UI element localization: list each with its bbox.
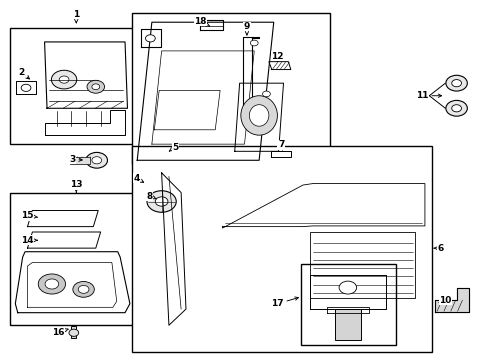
Ellipse shape xyxy=(241,96,277,135)
Circle shape xyxy=(45,279,59,289)
Bar xyxy=(10,193,140,325)
Circle shape xyxy=(51,70,77,89)
Polygon shape xyxy=(310,232,414,298)
Polygon shape xyxy=(242,37,259,116)
Bar xyxy=(10,28,140,144)
Polygon shape xyxy=(154,90,220,130)
Text: 2: 2 xyxy=(19,68,29,79)
Circle shape xyxy=(445,75,467,91)
Text: 10: 10 xyxy=(438,296,450,305)
Circle shape xyxy=(21,84,31,91)
Circle shape xyxy=(86,152,107,168)
Polygon shape xyxy=(15,252,130,313)
Text: 18: 18 xyxy=(194,17,209,26)
Polygon shape xyxy=(16,81,36,94)
Text: 6: 6 xyxy=(433,244,443,253)
Circle shape xyxy=(92,157,102,164)
Circle shape xyxy=(78,285,89,293)
Polygon shape xyxy=(199,21,222,30)
Polygon shape xyxy=(152,51,254,144)
Text: 8: 8 xyxy=(146,192,156,201)
Polygon shape xyxy=(234,83,283,151)
Polygon shape xyxy=(434,288,468,312)
Circle shape xyxy=(69,329,79,336)
Circle shape xyxy=(38,274,65,294)
Polygon shape xyxy=(141,30,160,47)
Polygon shape xyxy=(161,157,424,348)
Text: 17: 17 xyxy=(271,297,298,308)
Polygon shape xyxy=(310,275,385,309)
Ellipse shape xyxy=(249,105,268,126)
Text: 7: 7 xyxy=(277,140,284,150)
Text: 3: 3 xyxy=(70,155,82,164)
Text: 13: 13 xyxy=(70,180,82,192)
Text: 11: 11 xyxy=(415,91,441,100)
Text: 14: 14 xyxy=(21,236,37,245)
Circle shape xyxy=(145,35,155,42)
Circle shape xyxy=(87,80,104,93)
Text: 5: 5 xyxy=(169,143,178,152)
Polygon shape xyxy=(161,173,185,325)
Circle shape xyxy=(451,105,461,112)
Circle shape xyxy=(243,107,250,113)
Bar xyxy=(300,264,395,345)
Bar xyxy=(71,326,76,338)
Polygon shape xyxy=(268,62,290,69)
Polygon shape xyxy=(242,114,266,119)
Polygon shape xyxy=(222,184,424,228)
Text: 15: 15 xyxy=(21,211,37,220)
Circle shape xyxy=(338,281,356,294)
Circle shape xyxy=(250,40,258,46)
Bar xyxy=(132,146,431,352)
Polygon shape xyxy=(27,262,117,307)
Text: 1: 1 xyxy=(73,10,79,23)
Bar xyxy=(132,13,329,164)
Text: 12: 12 xyxy=(271,52,284,61)
Polygon shape xyxy=(271,150,290,157)
Text: 16: 16 xyxy=(52,328,68,337)
Polygon shape xyxy=(44,42,127,108)
Circle shape xyxy=(92,84,100,90)
Bar xyxy=(70,157,90,164)
Polygon shape xyxy=(27,232,101,248)
Circle shape xyxy=(147,191,176,212)
Polygon shape xyxy=(137,22,273,160)
Circle shape xyxy=(451,80,461,87)
Circle shape xyxy=(73,282,94,297)
Text: 4: 4 xyxy=(133,174,143,183)
Circle shape xyxy=(59,76,69,83)
Text: 9: 9 xyxy=(243,22,250,35)
Polygon shape xyxy=(27,211,98,226)
Circle shape xyxy=(262,91,270,97)
Circle shape xyxy=(445,100,467,116)
Polygon shape xyxy=(44,110,125,135)
Polygon shape xyxy=(327,307,368,313)
Bar xyxy=(334,309,360,339)
Circle shape xyxy=(155,197,167,206)
